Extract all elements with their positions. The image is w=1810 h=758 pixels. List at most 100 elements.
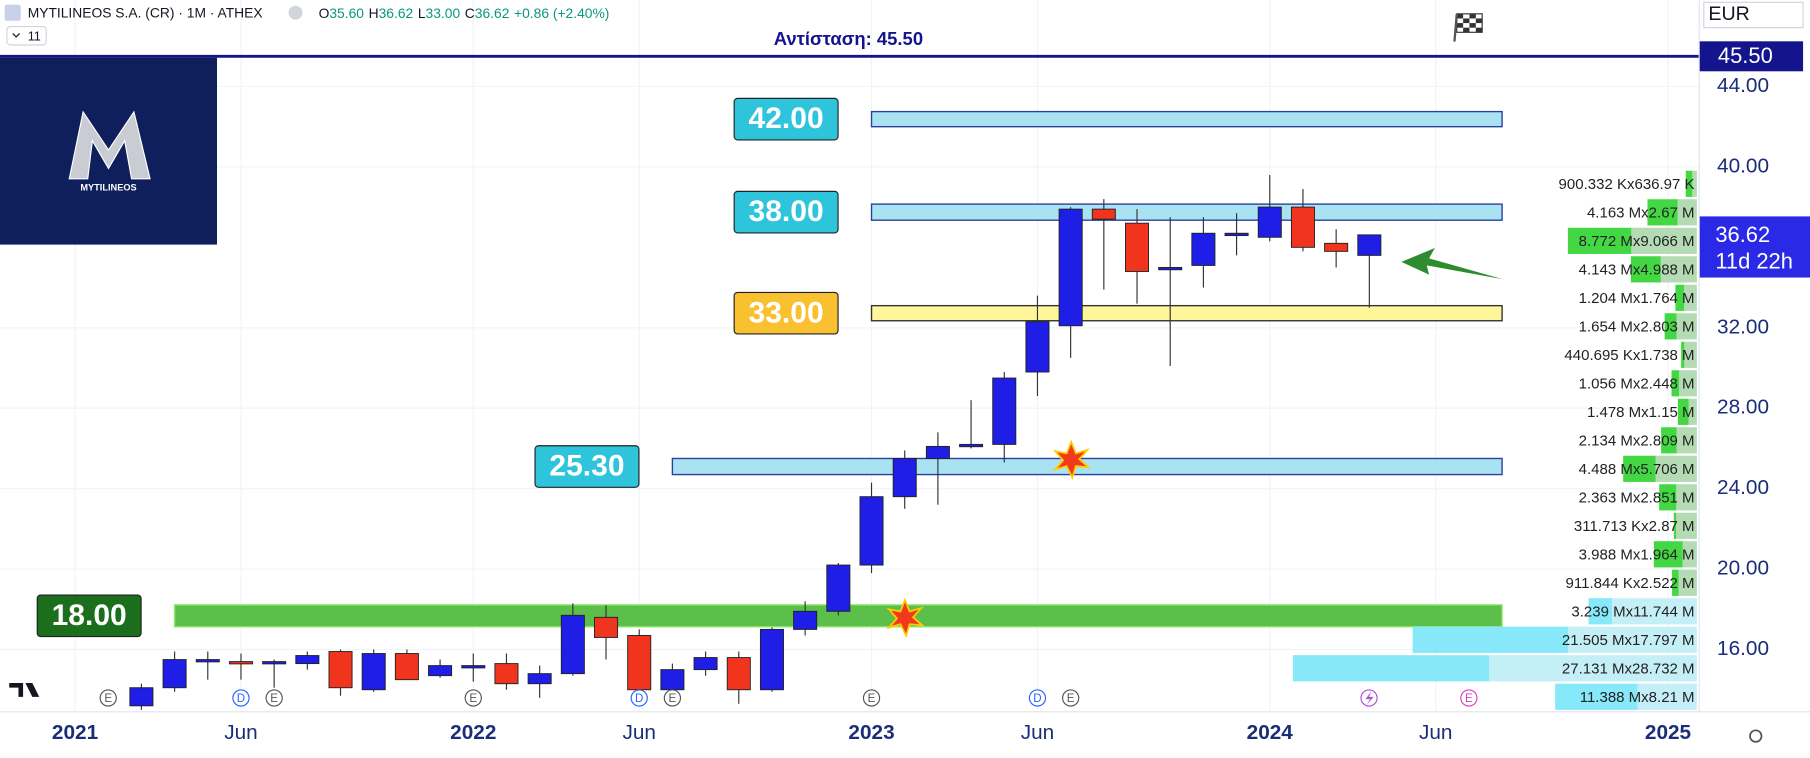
- y-tick-label: 16.00: [1717, 637, 1769, 660]
- candle-body: [693, 657, 718, 671]
- event-label: E: [669, 693, 677, 705]
- profile-down-bar: [1568, 626, 1697, 653]
- profile-label: 2.134 Mx2.809 M: [1579, 432, 1695, 449]
- profile-down-label: 2.67 M: [1649, 204, 1695, 221]
- candle-body: [461, 665, 486, 669]
- profile-down-bar: [1682, 541, 1697, 568]
- profile-separator: x: [1633, 233, 1641, 250]
- profile-up-bar: [1647, 199, 1678, 226]
- event-marker: [99, 689, 117, 707]
- ohlc-key: H: [369, 5, 379, 21]
- profile-down-bar: [1676, 427, 1697, 454]
- candle-body: [627, 634, 652, 691]
- profile-label: 3.988 Mx1.964 M: [1579, 546, 1695, 563]
- profile-down-bar: [1676, 313, 1697, 340]
- currency-box[interactable]: [1703, 1, 1804, 29]
- profile-down-label: 636.97 K: [1634, 176, 1694, 193]
- ohlc-value: 36.62: [475, 5, 510, 21]
- profile-separator: x: [1641, 404, 1649, 421]
- y-tick-label: 32.00: [1717, 315, 1769, 338]
- profile-separator: x: [1633, 575, 1641, 592]
- profile-label: 911.844 Kx2.522 M: [1566, 575, 1695, 592]
- header: MYTILINEOS S.A. (CR) · 1M · ATHEX O35.60…: [4, 1, 1804, 46]
- zones: 42.00 38.00 33.00 25.30 18.00: [36, 97, 1503, 638]
- profile-up-label: 2.134 M: [1579, 432, 1633, 449]
- indicator-count: 11: [28, 29, 41, 43]
- event-label: D: [635, 693, 643, 705]
- profile-up-label: 4.143 M: [1579, 261, 1633, 278]
- profile-down-bar: [1684, 341, 1697, 368]
- profile-up-label: 4.163 M: [1587, 204, 1641, 221]
- profile-down-label: 1.764 M: [1640, 290, 1694, 307]
- profile-up-bar: [1630, 256, 1661, 283]
- toggle-icon[interactable]: [288, 5, 303, 20]
- profile-separator: x: [1626, 603, 1634, 620]
- profile-down-bar: [1660, 256, 1697, 283]
- profile-down-label: 28.732 M: [1632, 660, 1695, 677]
- profile-up-label: 4.488 M: [1579, 461, 1633, 478]
- profile-down-bar: [1692, 170, 1697, 197]
- profile-down-label: 5.706 M: [1640, 461, 1694, 478]
- ohlc-key: O: [319, 5, 330, 21]
- candle-body: [892, 458, 917, 498]
- profile-up-label: 1.654 M: [1579, 318, 1633, 335]
- profile-down-bar: [1679, 370, 1697, 397]
- volume-profile: 900.332 Kx636.97 K4.163 Mx2.67 M8.772 Mx…: [1292, 170, 1697, 710]
- profile-separator: x: [1627, 176, 1635, 193]
- profile-down-bar: [1677, 199, 1697, 226]
- candle-body: [759, 628, 784, 691]
- profile-down-label: 2.809 M: [1640, 432, 1694, 449]
- candle-body: [1058, 208, 1083, 327]
- platform-logo: [9, 683, 40, 697]
- profile-label: 3.239 Mx11.744 M: [1571, 603, 1694, 620]
- ohlc-key: L: [418, 5, 426, 21]
- profile-up-bar: [1659, 484, 1677, 511]
- profile-label: 1.654 Mx2.803 M: [1579, 318, 1695, 335]
- zone: [870, 304, 1503, 322]
- profile-up-label: 911.844 K: [1566, 575, 1633, 592]
- profile-separator: x: [1633, 375, 1641, 392]
- profile-up-label: 311.713 K: [1574, 518, 1641, 535]
- current-price-box: [1699, 216, 1810, 278]
- profile-label: 1.478 Mx1.15 M: [1587, 404, 1695, 421]
- event-label: E: [270, 693, 278, 705]
- profile-down-bar: [1678, 569, 1697, 596]
- event-marker: [630, 689, 648, 707]
- profile-down-label: 17.797 M: [1632, 632, 1695, 649]
- zone-label: 42.00: [749, 102, 824, 135]
- profile-label: 440.695 Kx1.738 M: [1564, 347, 1694, 364]
- candle-body: [992, 377, 1017, 445]
- profile-separator: x: [1625, 660, 1633, 677]
- candle-body: [925, 445, 950, 459]
- profile-down-label: 2.522 M: [1640, 575, 1694, 592]
- profile-up-label: 27.131 M: [1562, 660, 1625, 677]
- candle-body: [1158, 266, 1183, 271]
- profile-up-label: 900.332 K: [1559, 176, 1627, 193]
- change: +0.86 (+2.40%): [514, 5, 609, 21]
- resistance-axis-label: 45.50: [1718, 43, 1773, 68]
- x-tick-label: Jun: [1419, 721, 1452, 744]
- candle-body: [262, 661, 287, 665]
- profile-up-label: 440.695 K: [1564, 347, 1632, 364]
- ohlc-value: 35.60: [329, 5, 364, 21]
- zone-label-box: [36, 594, 142, 638]
- candle-body: [228, 661, 253, 665]
- collapse-button[interactable]: [6, 25, 47, 46]
- settings-icon[interactable]: [1749, 729, 1763, 743]
- candle-body: [1357, 234, 1382, 256]
- profile-down-bar: [1676, 484, 1697, 511]
- profile-up-label: 11.388 M: [1580, 689, 1641, 706]
- profile-up-bar: [1555, 683, 1638, 710]
- symbol-icon: [4, 4, 21, 21]
- event-marker: [1061, 689, 1080, 707]
- candle-body: [428, 665, 453, 677]
- profile-label: 11.388 Mx8.21 M: [1580, 689, 1695, 706]
- profile-down-bar: [1655, 455, 1697, 482]
- profile-label: 21.505 Mx17.797 M: [1562, 632, 1695, 649]
- profile-down-label: 1.964 M: [1640, 546, 1694, 563]
- x-tick-label: 2025: [1645, 721, 1691, 744]
- profile-up-bar: [1567, 227, 1632, 254]
- resistance-axis-box: [1699, 41, 1804, 72]
